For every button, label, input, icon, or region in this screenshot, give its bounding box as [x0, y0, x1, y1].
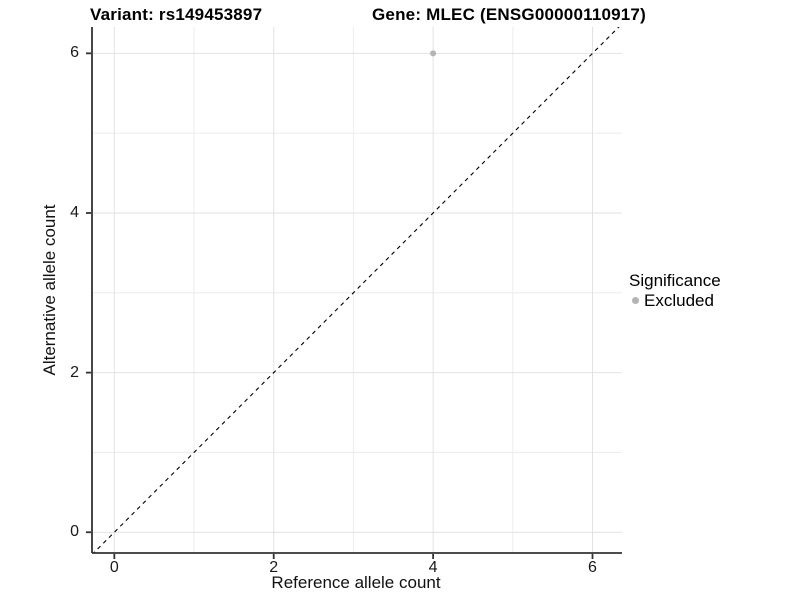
y-tick-label: 0: [70, 523, 79, 541]
x-tick-label: 0: [109, 559, 119, 576]
y-tick-label: 2: [70, 363, 79, 381]
legend: Significance Excluded: [629, 271, 721, 310]
legend-title: Significance: [629, 271, 721, 290]
x-tick-label: 4: [428, 559, 438, 576]
y-tick-label: 4: [70, 203, 79, 221]
legend-item-label: Excluded: [644, 291, 714, 310]
legend-item-excluded: Excluded: [629, 291, 721, 310]
data-point: [430, 50, 437, 57]
y-tick-label: 6: [70, 44, 79, 62]
variant-title: Variant: rs149453897: [90, 5, 263, 24]
x-tick-label: 6: [588, 559, 597, 576]
y-axis-title: Alternative allele count: [40, 204, 59, 376]
gene-title: Gene: MLEC (ENSG00000110917): [372, 5, 646, 24]
x-axis-title: Reference allele count: [271, 573, 441, 592]
x-tick-label: 2: [269, 559, 279, 576]
excluded-point-swatch: [632, 297, 639, 304]
identity-dashed-line: [92, 27, 620, 553]
